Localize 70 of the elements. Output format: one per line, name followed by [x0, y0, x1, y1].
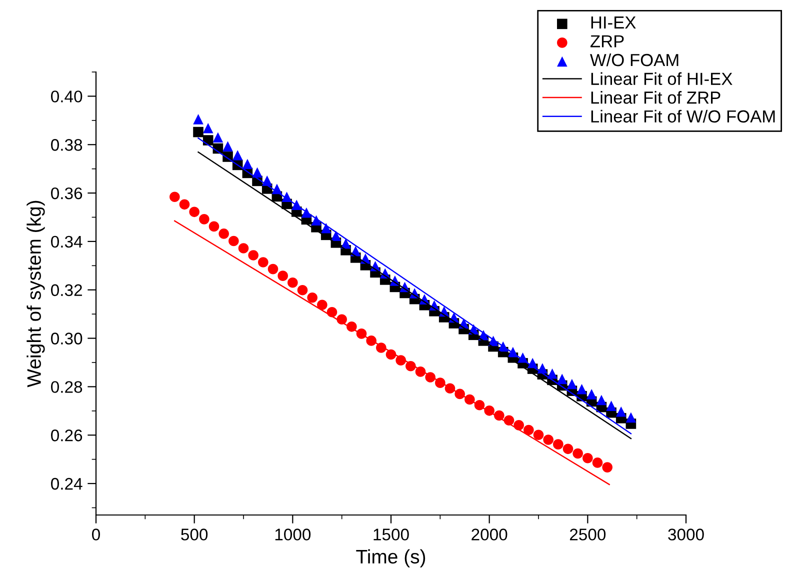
point [592, 458, 603, 468]
point [199, 214, 210, 224]
point [228, 236, 239, 246]
point [340, 238, 351, 249]
point [189, 206, 200, 218]
point [262, 176, 272, 186]
point [307, 292, 318, 303]
point [576, 384, 587, 394]
point [202, 123, 214, 134]
x-tick-label: 1500 [374, 528, 409, 540]
legend-label: Linear Fit of W/O FOAM [591, 110, 775, 123]
point [170, 192, 180, 202]
point [626, 412, 636, 423]
x-tick-label: 1000 [275, 528, 311, 540]
point [278, 270, 288, 281]
point [218, 228, 229, 239]
y-tick-label: 0.36 [51, 187, 82, 200]
x-tick-label: 2500 [570, 528, 606, 540]
point [602, 462, 612, 472]
y-axis-title: Weight of system (kg) [26, 200, 45, 388]
point [193, 114, 204, 124]
point [320, 222, 332, 234]
legend-label: Linear Fit of ZRP [591, 91, 720, 104]
point [222, 141, 233, 152]
point [616, 406, 626, 417]
point [547, 368, 558, 379]
legend-label: HI-EX [591, 16, 636, 28]
point [179, 199, 190, 210]
point [297, 284, 308, 296]
point [268, 264, 278, 274]
point [524, 424, 534, 436]
point [317, 300, 328, 310]
point [208, 221, 220, 232]
point [566, 378, 578, 390]
y-tick-label: 0.40 [51, 90, 82, 102]
point [248, 250, 258, 260]
point [193, 126, 204, 138]
point [242, 158, 253, 170]
point [232, 150, 243, 160]
point [288, 277, 298, 288]
legend-label: W/O FOAM [590, 53, 678, 66]
point [202, 135, 214, 146]
point [562, 444, 574, 454]
point [533, 430, 544, 440]
x-tick-label: 500 [181, 528, 208, 540]
point [572, 448, 583, 459]
y-tick-label: 0.24 [51, 478, 82, 490]
y-tick-label: 0.38 [51, 139, 82, 151]
point [586, 389, 597, 400]
y-tick-label: 0.28 [51, 381, 82, 393]
point [212, 132, 224, 143]
y-tick-label: 0.30 [51, 332, 82, 344]
y-tick-label: 0.32 [51, 284, 82, 296]
point [556, 374, 568, 384]
point [330, 230, 342, 242]
point [553, 439, 564, 450]
x-tick-label: 0 [92, 528, 100, 540]
x-axis-title: Time (s) [356, 549, 426, 568]
point [543, 434, 554, 445]
y-tick-label: 0.34 [51, 236, 82, 248]
legend-label: ZRP [590, 35, 624, 48]
x-tick-label: 3000 [668, 528, 704, 540]
x-tick-label: 2000 [472, 528, 508, 540]
point [258, 257, 268, 268]
point [238, 243, 249, 254]
point [582, 452, 593, 464]
point [596, 394, 607, 406]
y-tick-label: 0.26 [51, 430, 82, 442]
legend-label: Linear Fit of HI-EX [591, 72, 732, 86]
point [606, 400, 616, 411]
